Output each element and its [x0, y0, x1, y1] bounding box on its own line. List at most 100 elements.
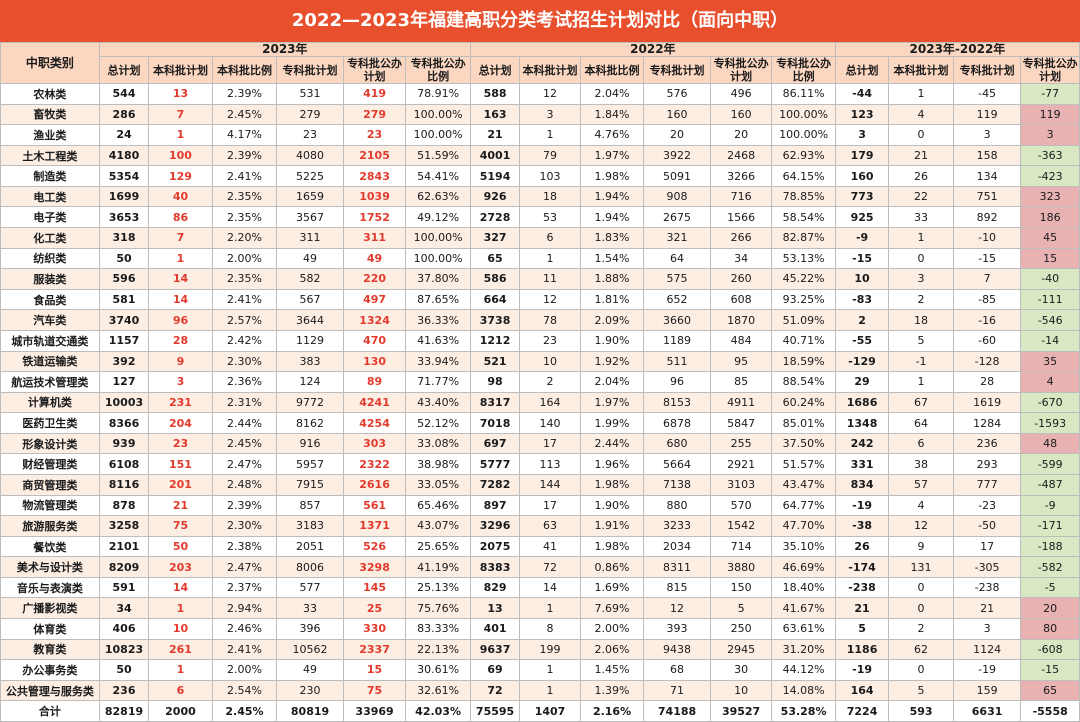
table-cell: 521: [469, 350, 521, 373]
table-cell: 1.94%: [579, 185, 645, 208]
category-cell: 广播影视类: [0, 597, 100, 620]
table-row: 教育类 10823 261 2.41% 10562 2337 22.13% 9637 199 2.…: [0, 638, 1080, 661]
column-header: 本科批计划: [519, 56, 581, 84]
table-row: 办公事务类 50 1 2.00% 49 15 30.61% 69 1 1.45% 68 30 44.12…: [0, 659, 1080, 681]
category-cell: 财经管理类: [0, 453, 100, 475]
table-cell: -599: [1020, 453, 1080, 475]
table-cell: 37.50%: [771, 432, 836, 455]
table-cell: 511: [643, 350, 711, 373]
table-cell: 3103: [709, 473, 773, 496]
table-cell: 6108: [98, 453, 150, 475]
table-cell: 33969: [342, 700, 407, 722]
table-cell: 7224: [834, 700, 890, 722]
table-cell: -670: [1020, 391, 1080, 414]
subheader-row: 总计划 本科批计划 本科批比例 专科批计划 专科批公办计划 专科批公办比例 总计划 本科批计划…: [1, 56, 1080, 84]
table-cell: -487: [1020, 473, 1080, 496]
table-cell: 1348: [834, 412, 890, 434]
table-cell: 129: [148, 165, 213, 187]
table-cell: 1.84%: [579, 103, 645, 126]
table-cell: 123: [834, 103, 890, 126]
table-cell: 93.25%: [771, 288, 836, 311]
table-cell: 1124: [952, 638, 1022, 661]
table-cell: 2.09%: [579, 309, 645, 331]
column-header: 本科批比例: [579, 56, 645, 84]
table-cell: 2728: [469, 206, 521, 229]
table-cell: 773: [834, 185, 890, 208]
table-cell: 2.41%: [211, 638, 278, 661]
table-cell: 82819: [98, 700, 150, 722]
table-cell: 49: [276, 247, 344, 270]
table-cell: 83.33%: [405, 618, 471, 640]
table-cell: 652: [643, 288, 711, 311]
table-cell: 22: [888, 185, 954, 208]
table-cell: 67: [888, 391, 954, 414]
table-cell: 4.76%: [579, 124, 645, 146]
table-row: 物流管理类 878 21 2.39% 857 561 65.46% 897 17 1.90% 880…: [0, 494, 1080, 517]
table-cell: 2.35%: [211, 206, 278, 229]
table-cell: 1: [148, 659, 213, 681]
table-cell: 9637: [469, 638, 521, 661]
table-cell: 5847: [709, 412, 773, 434]
table-cell: 20: [1020, 597, 1080, 620]
column-header: 总计划: [834, 56, 890, 84]
table-cell: 697: [469, 432, 521, 455]
table-cell: 576: [643, 83, 711, 105]
table-cell: 1.98%: [579, 535, 645, 558]
table-cell: 242: [834, 432, 890, 455]
table-cell: 396: [276, 618, 344, 640]
table-row: 体育类 406 10 2.46% 396 330 83.33% 401 8 2.00% 393 250…: [0, 618, 1080, 640]
table-cell: 0: [888, 124, 954, 146]
table-cell: 4241: [342, 391, 407, 414]
table-cell: 25.65%: [405, 535, 471, 558]
column-header: 专科批公办计划: [709, 56, 773, 84]
table-cell: 68: [643, 659, 711, 681]
table-cell: -582: [1020, 556, 1080, 578]
table-cell: 5: [709, 597, 773, 620]
table-cell: 581: [98, 288, 150, 311]
table-cell: 1157: [98, 329, 150, 352]
table-cell: 96: [643, 371, 711, 393]
table-cell: 2.16%: [579, 700, 645, 722]
table-cell: 6: [888, 432, 954, 455]
table-row: 渔业类 24 1 4.17% 23 23 100.00% 21 1 4.76% 20 20 100.00…: [0, 124, 1080, 146]
table-cell: 74188: [643, 700, 711, 722]
table-cell: 119: [952, 103, 1022, 126]
table-cell: 2.06%: [579, 638, 645, 661]
table-cell: 34: [98, 597, 150, 620]
table-cell: 1.54%: [579, 247, 645, 270]
table-cell: 10: [834, 268, 890, 290]
table-cell: 63: [519, 515, 581, 537]
table-cell: 1752: [342, 206, 407, 229]
table-row: 航运技术管理类 127 3 2.36% 124 89 71.77% 98 2 2.04% 96 85 8…: [0, 371, 1080, 393]
table-cell: 50: [148, 535, 213, 558]
category-cell: 电工类: [0, 185, 100, 208]
table-cell: 2.35%: [211, 185, 278, 208]
table-cell: 2.42%: [211, 329, 278, 352]
table-cell: 2000: [148, 700, 213, 722]
table-cell: 41.67%: [771, 597, 836, 620]
table-cell: 100.00%: [405, 227, 471, 249]
table-cell: 406: [98, 618, 150, 640]
table-cell: 199: [519, 638, 581, 661]
table-cell: 3740: [98, 309, 150, 331]
table-cell: 98: [469, 371, 521, 393]
table-cell: 1: [519, 247, 581, 270]
table-cell: 331: [834, 453, 890, 475]
table-cell: 7282: [469, 473, 521, 496]
table-cell: -45: [952, 83, 1022, 105]
table-cell: 575: [643, 268, 711, 290]
table-cell: 1212: [469, 329, 521, 352]
table-cell: 2.46%: [211, 618, 278, 640]
table-cell: 2.41%: [211, 288, 278, 311]
table-cell: -44: [834, 83, 890, 105]
table-cell: 186: [1020, 206, 1080, 229]
table-cell: 3: [952, 618, 1022, 640]
table-cell: 9: [888, 535, 954, 558]
table-cell: 78.85%: [771, 185, 836, 208]
table-cell: 261: [148, 638, 213, 661]
table-cell: -15: [834, 247, 890, 270]
table-cell: 41.63%: [405, 329, 471, 352]
table-cell: 17: [952, 535, 1022, 558]
table-cell: 716: [709, 185, 773, 208]
table-cell: 2.38%: [211, 535, 278, 558]
